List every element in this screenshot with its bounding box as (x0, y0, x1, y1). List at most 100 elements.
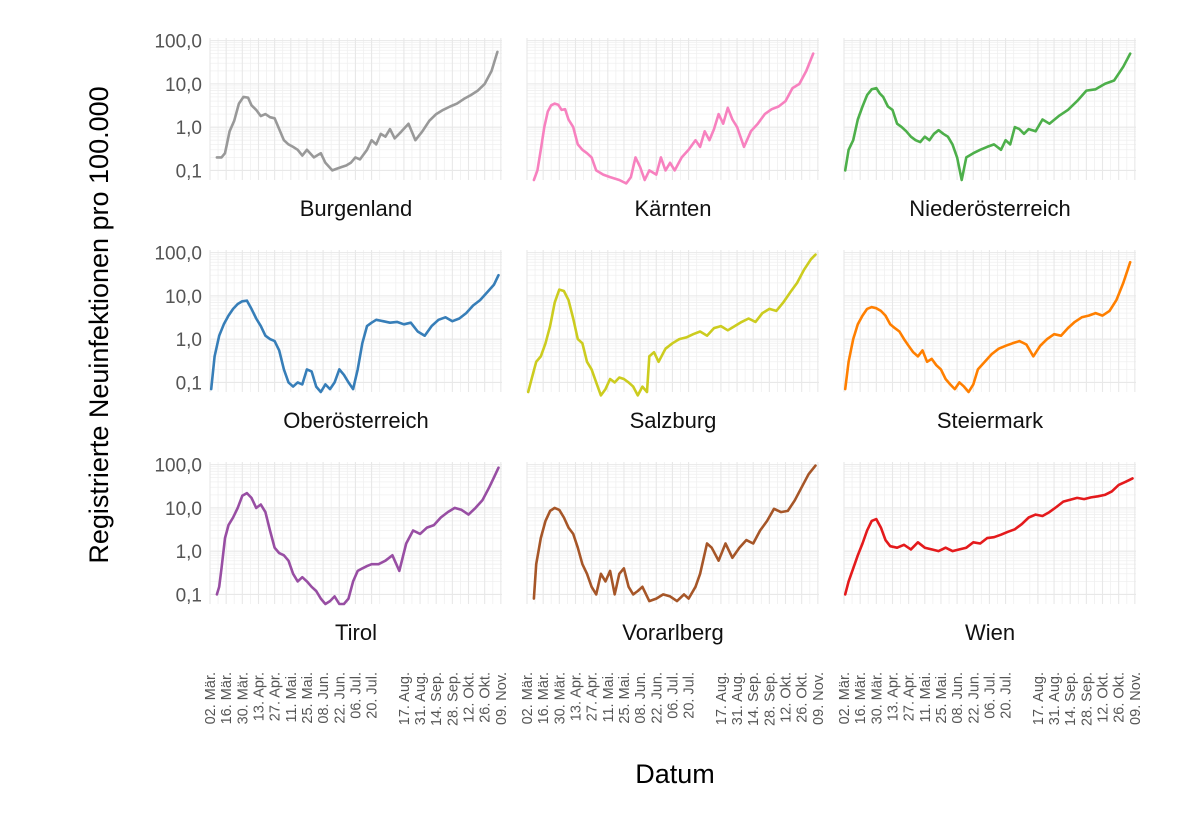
panel-wien: Wien (843, 462, 1136, 645)
panel-burgenland: 0,1 1,0 10,0 100,0 Burgenland (154, 32, 502, 221)
x-tick-label: 17. Aug. (397, 672, 413, 725)
x-tick-label: 06. Jul. (665, 672, 681, 719)
x-tick-label: 25. Mai. (934, 672, 950, 724)
x-tick-label: 31. Aug. (1047, 672, 1063, 725)
x-axis-title: Datum (635, 759, 715, 789)
x-tick-label: 31. Aug. (413, 672, 429, 725)
panel-tirol: 0,1 1,0 10,0 100,0 Tirol (154, 456, 502, 645)
y-tick-label: 0,1 (176, 373, 202, 394)
facet-label: Oberösterreich (283, 408, 429, 433)
x-tick-label: 20. Jul. (999, 672, 1015, 719)
panel-vorarlberg: Vorarlberg (526, 462, 819, 645)
x-tick-label: 16. Mär. (536, 672, 552, 724)
y-tick-label: 100,0 (154, 32, 202, 53)
x-tick-label: 02. Mär. (837, 672, 853, 724)
x-tick-label: 17. Aug. (1031, 672, 1047, 725)
y-tick-label: 10,0 (165, 499, 202, 520)
series-line-wien (843, 477, 1134, 596)
series-line-tirol (215, 466, 500, 606)
x-tick-label: 08. Jun. (950, 672, 966, 724)
x-tick-label: 14. Sep. (429, 672, 445, 726)
x-tick-label: 26. Okt. (478, 672, 494, 723)
series-line-burgenland (215, 50, 499, 172)
x-tick-label: 02. Mär. (203, 672, 219, 724)
y-tick-label: 0,1 (176, 161, 202, 182)
x-tick-label: 25. Mai. (300, 672, 316, 724)
y-tick-label: 1,0 (176, 330, 202, 351)
y-tick-label: 100,0 (154, 456, 202, 477)
panel-salzburg: Salzburg (526, 250, 819, 433)
x-tick-labels-col-1: 02. Mär. 16. Mär. 30. Mär. 13. Apr. 27. Apr.… (203, 672, 510, 726)
x-tick-label: 02. Mär. (520, 672, 536, 724)
x-tick-label: 25. Mai. (617, 672, 633, 724)
x-tick-label: 11. Mai. (918, 672, 934, 723)
facet-label: Wien (965, 620, 1015, 645)
x-tick-label: 27. Apr. (268, 672, 284, 721)
x-tick-label: 12. Okt. (462, 672, 478, 723)
facet-label: Kärnten (634, 196, 711, 221)
facet-label: Tirol (335, 620, 377, 645)
series-line-kärnten (532, 52, 815, 185)
x-tick-label: 13. Apr. (252, 672, 268, 721)
x-tick-label: 30. Mär. (869, 672, 885, 724)
series-line-salzburg (526, 253, 817, 397)
x-tick-label: 22. Jun. (966, 672, 982, 724)
series-line-steiermark (843, 260, 1132, 394)
x-tick-label: 09. Nov. (811, 672, 827, 725)
x-tick-label: 11. Mai. (284, 672, 300, 723)
x-tick-label: 08. Jun. (633, 672, 649, 724)
series-line-vorarlberg (532, 464, 817, 603)
y-tick-label: 10,0 (165, 287, 202, 308)
facet-label: Niederösterreich (909, 196, 1070, 221)
x-tick-label: 13. Apr. (886, 672, 902, 721)
facet-label: Steiermark (937, 408, 1044, 433)
x-tick-label: 06. Jul. (348, 672, 364, 719)
x-tick-label: 09. Nov. (494, 672, 510, 725)
x-tick-label: 22. Jun. (649, 672, 665, 724)
panel-steiermark: Steiermark (843, 250, 1136, 433)
x-tick-label: 14. Sep. (1063, 672, 1079, 726)
x-tick-label: 13. Apr. (569, 672, 585, 721)
x-tick-label: 09. Nov. (1128, 672, 1144, 725)
x-tick-label: 22. Jun. (332, 672, 348, 724)
x-tick-labels-col-2: 02. Mär. 16. Mär. 30. Mär. 13. Apr. 27. Apr.… (520, 672, 827, 726)
x-tick-label: 28. Sep. (445, 672, 461, 726)
x-tick-label: 28. Sep. (1079, 672, 1095, 726)
facet-panels: 0,1 1,0 10,0 100,0 Burgenland Kärnten Niederös… (154, 32, 1143, 726)
series-line-niederösterreich (843, 52, 1132, 182)
y-tick-label: 100,0 (154, 244, 202, 265)
y-tick-label: 1,0 (176, 118, 202, 139)
x-tick-label: 16. Mär. (853, 672, 869, 724)
x-tick-label: 14. Sep. (746, 672, 762, 726)
y-tick-label: 0,1 (176, 585, 202, 606)
series-line-oberösterreich (209, 273, 500, 394)
y-tick-label: 10,0 (165, 75, 202, 96)
x-tick-label: 27. Apr. (585, 672, 601, 721)
x-tick-label: 20. Jul. (682, 672, 698, 719)
x-tick-label: 28. Sep. (762, 672, 778, 726)
x-tick-label: 26. Okt. (1112, 672, 1128, 723)
x-tick-label: 06. Jul. (982, 672, 998, 719)
x-tick-label: 27. Apr. (902, 672, 918, 721)
y-axis-title: Registrierte Neuinfektionen pro 100.000 (84, 86, 114, 563)
x-tick-label: 16. Mär. (219, 672, 235, 724)
facet-label: Salzburg (630, 408, 717, 433)
x-tick-label: 08. Jun. (316, 672, 332, 724)
panel-oberösterreich: 0,1 1,0 10,0 100,0 Oberösterreich (154, 244, 502, 433)
x-tick-label: 30. Mär. (235, 672, 251, 724)
facet-label: Burgenland (300, 196, 413, 221)
y-tick-label: 1,0 (176, 542, 202, 563)
x-tick-labels-col-3: 02. Mär. 16. Mär. 30. Mär. 13. Apr. 27. Apr.… (837, 672, 1144, 726)
panel-niederösterreich: Niederösterreich (843, 38, 1136, 221)
x-tick-label: 20. Jul. (365, 672, 381, 719)
x-tick-label: 26. Okt. (795, 672, 811, 723)
x-tick-label: 17. Aug. (714, 672, 730, 725)
x-tick-label: 30. Mär. (552, 672, 568, 724)
x-tick-label: 12. Okt. (1096, 672, 1112, 723)
x-tick-label: 12. Okt. (779, 672, 795, 723)
x-tick-label: 11. Mai. (601, 672, 617, 723)
x-tick-label: 31. Aug. (730, 672, 746, 725)
facet-label: Vorarlberg (622, 620, 724, 645)
panel-kärnten: Kärnten (526, 38, 819, 221)
